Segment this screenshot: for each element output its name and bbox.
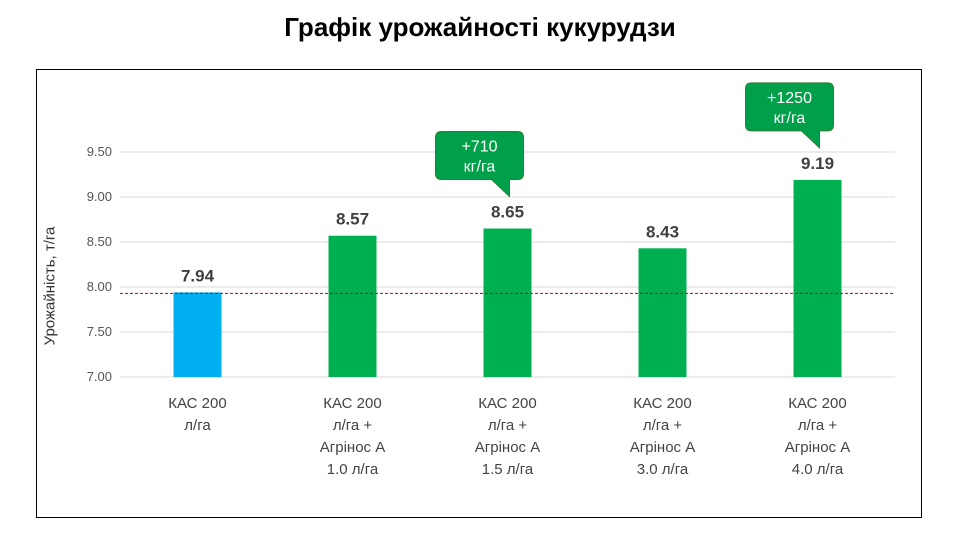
chart-frame [36, 69, 922, 518]
category-label-line: КАС 200 [323, 395, 381, 412]
callout-bubble [435, 131, 524, 198]
callout-label-line: +710 [461, 139, 497, 156]
category-label-line: КАС 200 [168, 395, 226, 412]
category-label-line: л/га [184, 417, 211, 434]
category-label-line: л/га + [643, 417, 683, 434]
category-label-line: 1.0 л/га [327, 461, 379, 478]
bar [328, 235, 377, 377]
data-label: 8.65 [491, 203, 524, 222]
callout-label-line: +1250 [767, 90, 812, 107]
data-label: 9.19 [801, 154, 834, 173]
callout-label-line: кг/га [464, 159, 496, 176]
category-label: КАС 200 л/га + Агрінос А 1.0 л/га [320, 395, 385, 478]
category-label-line: Агрінос А [475, 439, 540, 456]
bar [793, 179, 842, 377]
category-label-line: 1.5 л/га [482, 461, 534, 478]
category-label-line: Агрінос А [785, 439, 850, 456]
bar [483, 228, 532, 377]
category-label-line: л/га + [798, 417, 838, 434]
category-label: КАС 200 л/га [168, 395, 226, 434]
category-label-line: л/га + [333, 417, 373, 434]
category-label: КАС 200 л/га + Агрінос А 4.0 л/га [785, 395, 850, 478]
category-label-line: 3.0 л/га [637, 461, 689, 478]
callout-label-line: кг/га [774, 110, 806, 127]
data-label: 8.43 [646, 222, 679, 241]
category-label-line: КАС 200 [633, 395, 691, 412]
chart-title: Графік урожайності кукурудзи [284, 12, 676, 42]
y-tick-label: 7.50 [87, 324, 112, 339]
bar [173, 292, 222, 377]
y-tick-label: 9.00 [87, 189, 112, 204]
category-label-line: КАС 200 [788, 395, 846, 412]
callout-label: +1250 кг/га [767, 90, 812, 127]
category-label-line: КАС 200 [478, 395, 536, 412]
callout-bubble [745, 82, 834, 150]
category-label-line: Агрінос А [320, 439, 385, 456]
category-label-line: Агрінос А [630, 439, 695, 456]
callout-label: +710 кг/га [461, 139, 497, 176]
y-tick-label: 7.00 [87, 369, 112, 384]
y-tick-label: 8.50 [87, 234, 112, 249]
data-label: 7.94 [181, 266, 215, 285]
category-label-line: 4.0 л/га [792, 461, 844, 478]
y-tick-label: 8.00 [87, 279, 112, 294]
category-label: КАС 200 л/га + Агрінос А 1.5 л/га [475, 395, 540, 478]
category-label-line: л/га + [488, 417, 528, 434]
data-label: 8.57 [336, 210, 369, 229]
category-label: КАС 200 л/га + Агрінос А 3.0 л/га [630, 395, 695, 478]
bar [638, 248, 687, 377]
y-tick-label: 9.50 [87, 144, 112, 159]
